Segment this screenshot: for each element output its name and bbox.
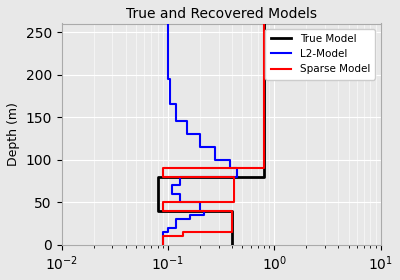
True Model	[155, 175, 160, 178]
L2-Model	[170, 183, 175, 187]
Line: True Model: True Model	[158, 24, 264, 245]
L2-Model	[202, 209, 207, 212]
L2-Model	[161, 243, 166, 246]
L2-Model	[166, 47, 170, 51]
Sparse Model	[161, 200, 166, 204]
Sparse Model	[230, 209, 234, 212]
L2-Model	[235, 167, 240, 170]
Sparse Model	[230, 230, 234, 234]
Title: True and Recovered Models: True and Recovered Models	[126, 7, 316, 21]
True Model	[230, 209, 234, 212]
Y-axis label: Depth (m): Depth (m)	[7, 102, 20, 166]
Sparse Model	[161, 167, 166, 170]
L2-Model	[184, 120, 189, 123]
L2-Model	[198, 132, 202, 136]
Sparse Model	[262, 167, 266, 170]
L2-Model	[166, 22, 170, 25]
True Model	[262, 22, 266, 25]
L2-Model	[184, 132, 189, 136]
L2-Model	[166, 77, 170, 80]
Sparse Model	[161, 243, 166, 246]
Sparse Model	[181, 230, 186, 234]
L2-Model	[198, 209, 202, 212]
L2-Model	[202, 213, 207, 217]
L2-Model	[213, 145, 218, 149]
Sparse Model	[181, 235, 186, 238]
Sparse Model	[161, 175, 166, 178]
True Model	[155, 175, 160, 178]
L2-Model	[198, 145, 202, 149]
L2-Model	[178, 192, 182, 195]
L2-Model	[227, 158, 232, 161]
L2-Model	[174, 218, 179, 221]
L2-Model	[178, 200, 182, 204]
L2-Model	[168, 103, 172, 106]
True Model	[262, 175, 266, 178]
L2-Model	[168, 77, 172, 80]
Sparse Model	[232, 200, 236, 204]
L2-Model	[198, 200, 202, 204]
L2-Model	[174, 226, 179, 229]
L2-Model	[166, 230, 170, 234]
Sparse Model	[232, 175, 236, 178]
True Model	[230, 209, 234, 212]
True Model	[155, 175, 160, 178]
True Model	[155, 209, 160, 212]
L2-Model	[178, 175, 182, 178]
L2-Model	[178, 183, 182, 187]
L2-Model	[174, 120, 179, 123]
Sparse Model	[161, 209, 166, 212]
L2-Model	[187, 213, 192, 217]
L2-Model	[166, 47, 170, 51]
Sparse Model	[262, 22, 266, 25]
True Model	[230, 209, 234, 212]
L2-Model	[170, 192, 175, 195]
L2-Model	[174, 103, 179, 106]
L2-Model	[213, 158, 218, 161]
L2-Model	[187, 218, 192, 221]
L2-Model	[161, 230, 166, 234]
L2-Model	[227, 167, 232, 170]
Line: Sparse Model: Sparse Model	[163, 24, 264, 245]
Legend: True Model, L2-Model, Sparse Model: True Model, L2-Model, Sparse Model	[265, 29, 375, 80]
L2-Model	[235, 175, 240, 178]
True Model	[230, 243, 234, 246]
Line: L2-Model: L2-Model	[163, 24, 237, 245]
Sparse Model	[161, 235, 166, 238]
L2-Model	[166, 226, 170, 229]
